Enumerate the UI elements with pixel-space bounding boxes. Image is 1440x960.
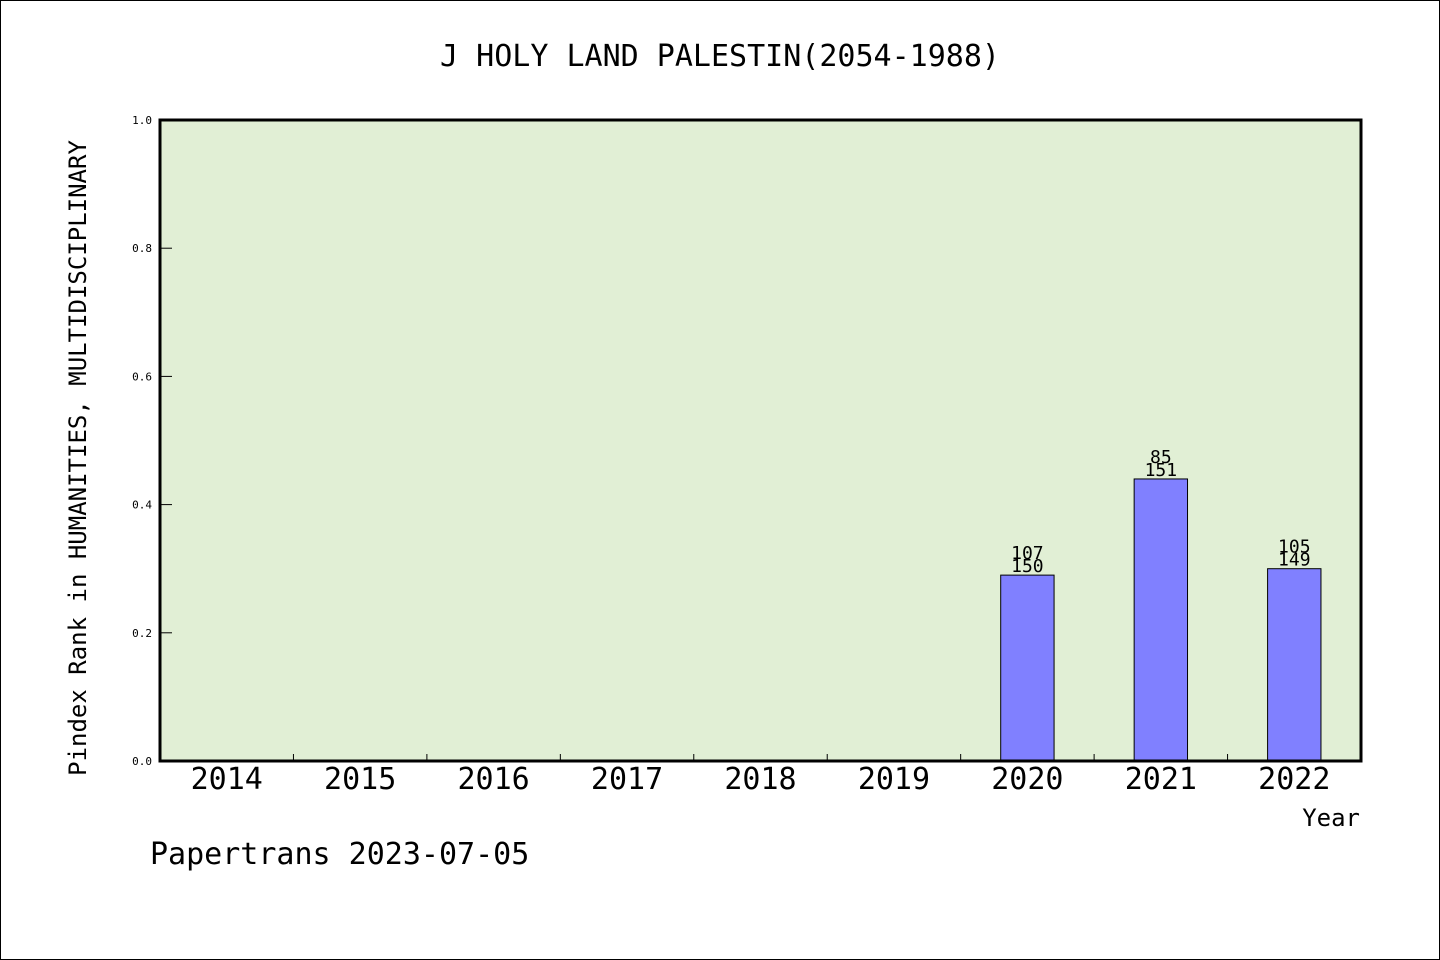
footer-text: Papertrans 2023-07-05 — [150, 837, 529, 872]
y-axis-label: Pindex Rank in HUMANITIES, MULTIDISCIPLI… — [64, 140, 92, 776]
bar-label-top: 85 — [1150, 447, 1172, 468]
y-tick-label: 0.0 — [132, 755, 152, 768]
bars — [1000, 478, 1322, 762]
x-tick-label: 2014 — [191, 762, 263, 797]
chart-title: J HOLY LAND PALESTIN(2054-1988) — [440, 39, 1000, 74]
bar-label-bottom: 149 — [1278, 550, 1311, 571]
x-axis-label: Year — [1302, 804, 1360, 832]
axis-ticks: 0.0 0.2 0.4 0.6 0.8 1.0 2014 2015 2016 2017 2018 20… — [132, 114, 1330, 797]
bar — [1000, 574, 1055, 762]
y-tick-label: 0.2 — [132, 627, 152, 640]
bar-label-bottom: 150 — [1011, 556, 1044, 577]
x-tick-label: 2017 — [591, 762, 663, 797]
bar-label-top: 107 — [1011, 543, 1044, 564]
bar-label-top: 105 — [1278, 537, 1311, 558]
x-tick-label: 2018 — [724, 762, 796, 797]
x-tick-label: 2022 — [1258, 762, 1330, 797]
bar — [1133, 478, 1189, 762]
x-tick-label: 2020 — [991, 762, 1063, 797]
x-tick-label: 2019 — [858, 762, 930, 797]
x-tick-label: 2015 — [324, 762, 396, 797]
x-tick-label: 2021 — [1125, 762, 1197, 797]
bar-label-bottom: 151 — [1145, 460, 1178, 481]
y-tick-label: 0.8 — [132, 242, 152, 255]
x-tick-label: 2016 — [457, 762, 529, 797]
bar — [1267, 568, 1322, 762]
y-tick-label: 1.0 — [132, 114, 152, 127]
y-tick-label: 0.6 — [132, 370, 152, 383]
y-tick-label: 0.4 — [132, 499, 152, 512]
plot-border — [158, 118, 1363, 763]
